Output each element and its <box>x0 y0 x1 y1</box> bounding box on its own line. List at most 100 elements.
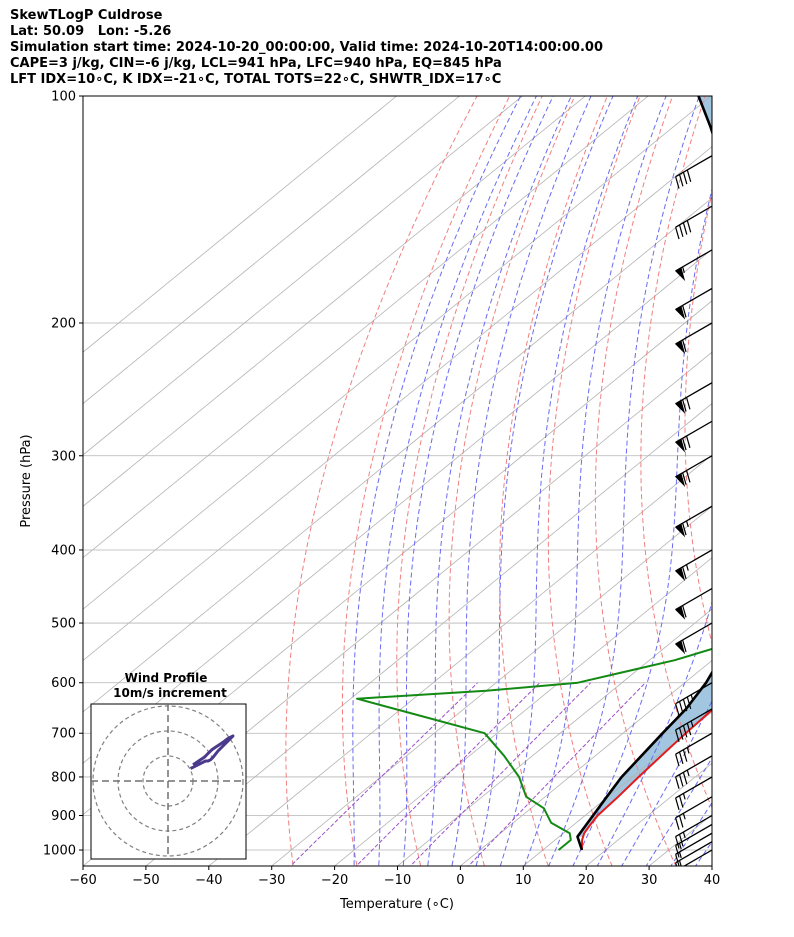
x-tick-label: −60 <box>69 873 96 888</box>
dry-adiabat <box>640 96 712 809</box>
chart-header: SkewTLogP Culdrose Lat: 50.09 Lon: -5.26… <box>10 8 603 88</box>
wind-barb <box>674 587 712 620</box>
dry-adiabat <box>684 190 712 645</box>
dry-adiabat <box>547 96 641 866</box>
moist-adiabat <box>427 96 572 866</box>
mixing-ratio-line <box>355 682 541 866</box>
wind-barb <box>675 776 712 811</box>
wind-barb <box>674 549 712 582</box>
dry-adiabat <box>448 96 576 866</box>
x-axis-label: Temperature (∘C) <box>339 897 454 912</box>
moist-adiabat <box>451 96 592 866</box>
cape-shading <box>577 96 712 837</box>
isotherm-line <box>83 96 398 353</box>
moist-adiabat <box>402 96 554 866</box>
y-tick-label: 500 <box>51 617 76 632</box>
chart-title: SkewTLogP Culdrose <box>10 8 163 23</box>
moist-adiabats <box>352 96 794 881</box>
x-tick-label: 30 <box>641 873 658 888</box>
x-tick-label: −10 <box>384 873 411 888</box>
x-tick-label: 20 <box>578 873 595 888</box>
dry-adiabat <box>594 96 677 866</box>
hodograph-plot <box>91 704 246 859</box>
isotherm-line <box>83 96 649 559</box>
dry-adiabat <box>769 62 794 882</box>
isotherm-line <box>83 96 586 507</box>
wind-barb <box>675 708 712 743</box>
dry-adiabat <box>341 96 511 866</box>
y-tick-label: 800 <box>51 770 76 785</box>
x-tick-label: 10 <box>515 873 532 888</box>
isotherm-line <box>145 403 712 866</box>
moist-adiabat <box>548 96 700 866</box>
y-axis-ticks: 1000 900 800 700 600 500 400 300 200 100 <box>43 90 83 859</box>
wind-barb <box>674 420 712 453</box>
x-tick-label: −40 <box>195 873 222 888</box>
moist-adiabat <box>378 96 537 866</box>
wind-barb <box>675 755 712 789</box>
isotherm-line <box>83 96 524 456</box>
moist-adiabat <box>670 801 712 866</box>
wind-barb <box>675 796 712 830</box>
isotherm-line <box>83 146 712 661</box>
dry-adiabat <box>499 96 608 866</box>
isotherm-line <box>459 659 712 866</box>
isotherm-line <box>271 505 712 866</box>
x-axis-ticks: −60 −50 −40 −30 −20 −10 0 10 20 30 40 <box>69 866 720 888</box>
wind-barb <box>674 505 712 538</box>
y-tick-label: 700 <box>51 727 76 742</box>
wind-barb <box>674 287 712 320</box>
wind-barb <box>674 382 712 414</box>
mixing-ratio-line <box>467 682 646 866</box>
hodograph-subtitle: 10m/s increment <box>113 686 227 700</box>
wind-barb <box>674 622 712 655</box>
isotherm-line <box>756 61 794 881</box>
y-tick-label: 200 <box>51 316 76 331</box>
time-line: Simulation start time: 2024-10-20_00:00:… <box>10 40 603 55</box>
x-tick-label: −20 <box>321 873 348 888</box>
mixing-ratio-lines <box>289 682 646 866</box>
wind-barb <box>674 322 712 355</box>
wind-barb <box>675 814 712 849</box>
wind-barb <box>675 732 712 767</box>
parcel-line <box>576 96 712 851</box>
mixing-ratio-line <box>409 682 592 866</box>
cape-shade-area <box>577 96 712 837</box>
moist-adiabat <box>734 96 794 881</box>
x-tick-label: 40 <box>704 873 721 888</box>
dry-adiabat <box>285 96 478 866</box>
hodograph-inset: Wind Profile 10m/s increment <box>90 671 247 860</box>
moist-adiabat <box>475 96 614 866</box>
y-tick-label: 900 <box>51 809 76 824</box>
y-tick-label: 600 <box>51 676 76 691</box>
y-tick-label: 300 <box>51 449 76 464</box>
hodograph-title: Wind Profile <box>125 671 208 685</box>
cape-line: CAPE=3 j/kg, CIN=-6 j/kg, LCL=941 hPa, L… <box>10 56 502 71</box>
dewpoint-line <box>356 647 712 851</box>
isotherm-line <box>396 608 712 866</box>
wind-barb <box>675 832 712 866</box>
moist-adiabat <box>694 840 712 866</box>
mixing-ratio-line <box>289 682 478 866</box>
sounding-series <box>356 96 712 851</box>
y-axis-label: Pressure (hPa) <box>19 434 34 527</box>
y-tick-label: 100 <box>51 90 76 105</box>
wind-barb <box>674 455 712 487</box>
moist-adiabat <box>523 96 667 866</box>
y-tick-label: 400 <box>51 543 76 558</box>
moist-adiabat <box>572 187 712 866</box>
dry-adiabat <box>728 62 794 882</box>
wind-barbs <box>674 155 712 866</box>
temperature-line <box>580 708 712 851</box>
hodograph-trace <box>189 734 235 770</box>
isotherm-line <box>208 454 712 866</box>
moist-adiabat <box>710 96 794 881</box>
wind-barb <box>675 205 712 240</box>
y-tick-label: 1000 <box>43 844 76 859</box>
isotherm-line <box>333 557 712 866</box>
isotherm-line <box>83 96 712 610</box>
moist-adiabat <box>645 756 712 866</box>
wind-barb <box>674 249 712 282</box>
wind-barb <box>675 841 712 866</box>
